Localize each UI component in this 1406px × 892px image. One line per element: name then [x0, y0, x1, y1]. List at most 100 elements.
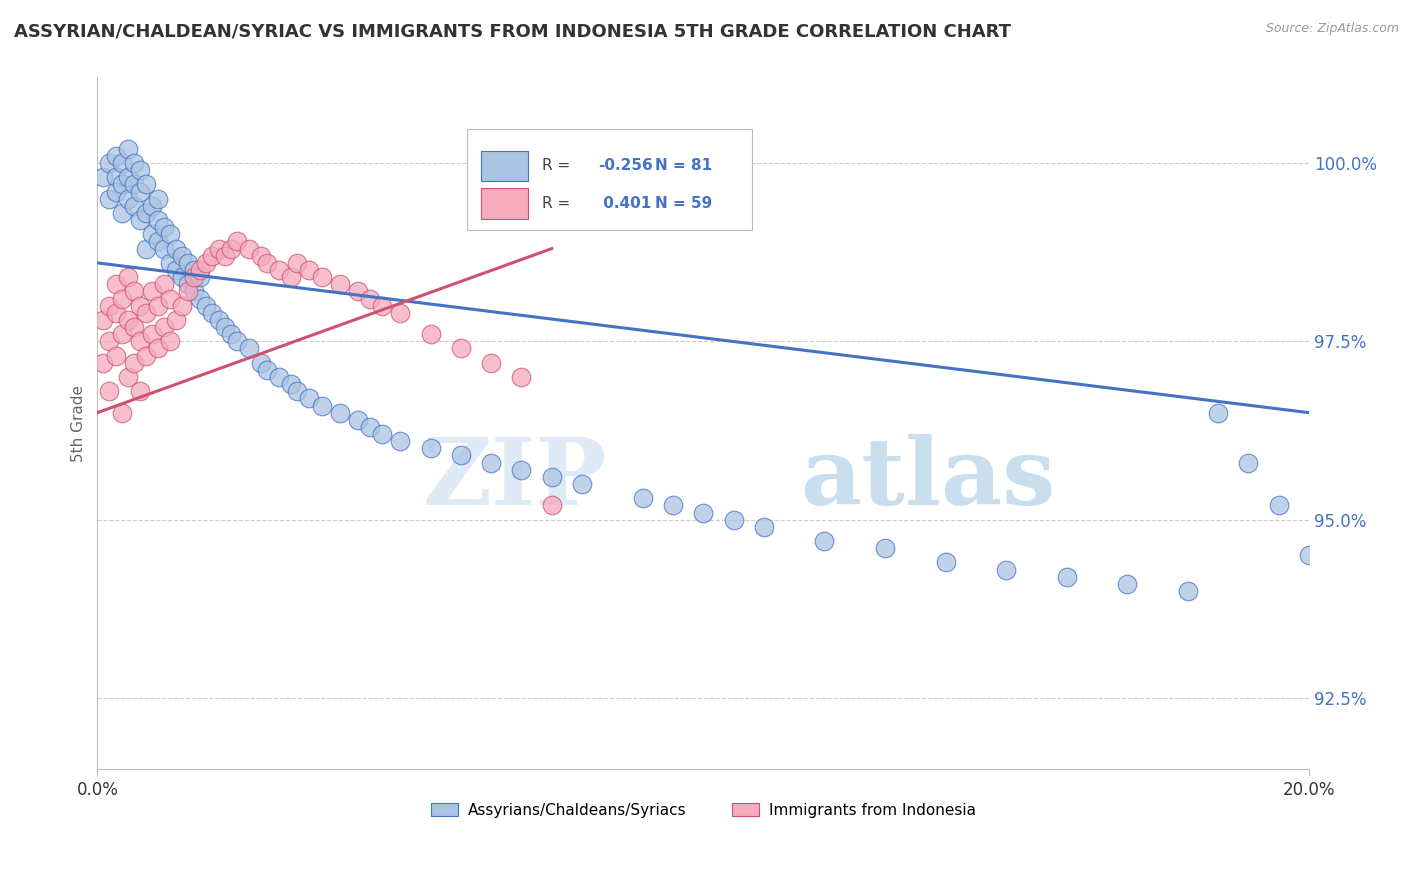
FancyBboxPatch shape [467, 129, 752, 229]
Point [1237, 456, 1260, 470]
Point [117, 370, 139, 384]
Point [153, 220, 176, 235]
Point [256, 256, 278, 270]
Point [153, 320, 176, 334]
Point [141, 227, 163, 242]
Point [104, 170, 127, 185]
Point [93, 356, 115, 370]
Point [122, 285, 145, 299]
Point [141, 199, 163, 213]
Point [207, 313, 229, 327]
Point [159, 227, 181, 242]
Point [110, 206, 132, 220]
Point [159, 292, 181, 306]
Point [153, 242, 176, 256]
Point [128, 213, 150, 227]
Point [389, 306, 412, 320]
Point [165, 242, 187, 256]
Point [195, 256, 218, 270]
Point [98, 334, 121, 349]
Point [122, 199, 145, 213]
Point [110, 178, 132, 192]
Point [165, 313, 187, 327]
Legend: Assyrians/Chaldeans/Syriacs, Immigrants from Indonesia: Assyrians/Chaldeans/Syriacs, Immigrants … [425, 797, 981, 824]
Point [329, 406, 352, 420]
Point [225, 235, 247, 249]
Point [159, 334, 181, 349]
Point [510, 463, 533, 477]
Point [117, 270, 139, 285]
Point [188, 263, 211, 277]
Point [104, 149, 127, 163]
Point [479, 456, 502, 470]
Point [873, 541, 896, 556]
Point [104, 277, 127, 292]
Point [298, 392, 321, 406]
Point [183, 263, 205, 277]
Point [135, 349, 157, 363]
Point [93, 170, 115, 185]
Point [269, 263, 291, 277]
Point [98, 299, 121, 313]
Point [1206, 406, 1229, 420]
Point [146, 213, 169, 227]
Text: ASSYRIAN/CHALDEAN/SYRIAC VS IMMIGRANTS FROM INDONESIA 5TH GRADE CORRELATION CHAR: ASSYRIAN/CHALDEAN/SYRIAC VS IMMIGRANTS F… [14, 22, 1011, 40]
Point [359, 420, 381, 434]
Point [389, 434, 412, 449]
Point [419, 442, 441, 456]
Point [188, 270, 211, 285]
Point [188, 292, 211, 306]
Point [128, 299, 150, 313]
FancyBboxPatch shape [481, 188, 527, 219]
Point [183, 285, 205, 299]
Point [479, 356, 502, 370]
Point [128, 384, 150, 399]
Point [117, 192, 139, 206]
Point [104, 306, 127, 320]
Point [1056, 570, 1078, 584]
Point [311, 399, 333, 413]
Point [110, 327, 132, 342]
Point [177, 285, 200, 299]
Point [110, 156, 132, 170]
Point [110, 406, 132, 420]
Point [214, 249, 236, 263]
Point [298, 263, 321, 277]
Point [201, 249, 224, 263]
Text: N = 59: N = 59 [655, 196, 711, 211]
Point [128, 163, 150, 178]
Point [183, 270, 205, 285]
Text: N = 81: N = 81 [655, 159, 711, 174]
Point [141, 327, 163, 342]
Text: ZIP: ZIP [422, 434, 606, 524]
Point [146, 299, 169, 313]
FancyBboxPatch shape [481, 151, 527, 181]
Point [371, 427, 394, 442]
Point [450, 342, 472, 356]
Point [128, 334, 150, 349]
Point [146, 342, 169, 356]
Point [419, 327, 441, 342]
Point [752, 520, 775, 534]
Point [165, 263, 187, 277]
Point [285, 384, 308, 399]
Text: -0.256: -0.256 [598, 159, 652, 174]
Point [153, 277, 176, 292]
Point [540, 470, 562, 484]
Point [571, 477, 593, 491]
Point [450, 449, 472, 463]
Point [935, 556, 957, 570]
Point [540, 499, 562, 513]
Point [110, 292, 132, 306]
Point [1268, 499, 1291, 513]
Point [238, 242, 260, 256]
Point [214, 320, 236, 334]
Text: R =: R = [543, 159, 575, 174]
Text: R =: R = [543, 196, 575, 211]
Point [135, 178, 157, 192]
Point [146, 192, 169, 206]
Point [1116, 577, 1139, 591]
Point [172, 249, 194, 263]
Point [662, 499, 685, 513]
Point [311, 270, 333, 285]
